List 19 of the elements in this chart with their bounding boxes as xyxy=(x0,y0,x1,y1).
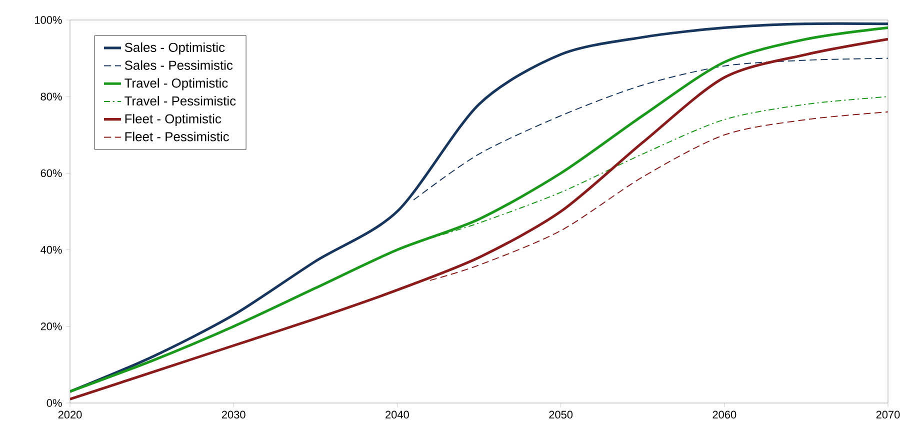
x-tick-label: 2070 xyxy=(876,410,900,419)
legend-label: Fleet - Pessimistic xyxy=(125,132,230,142)
line-series xyxy=(413,58,888,201)
y-tick-label: 60% xyxy=(40,169,62,178)
x-tick-label: 2050 xyxy=(549,410,573,419)
y-tick-label: 80% xyxy=(40,92,62,100)
legend-label: Fleet - Optimistic xyxy=(125,114,222,126)
y-tick-label: 40% xyxy=(40,246,62,254)
y-tick-label: 100% xyxy=(35,16,62,24)
x-tick-label: 2030 xyxy=(222,410,246,419)
x-tick-label: 2060 xyxy=(712,410,736,419)
x-tick-label: 2040 xyxy=(386,410,409,419)
legend-label: Travel - Pessimistic xyxy=(124,96,236,106)
x-tick-label: 2020 xyxy=(58,410,82,419)
y-tick-label: 20% xyxy=(40,322,62,330)
legend-label: Sales - Pessimistic xyxy=(124,60,233,70)
y-tick-label: 0% xyxy=(46,399,62,407)
legend-label: Sales - Optimistic xyxy=(124,42,225,55)
legend-label: Travel - Optimistic xyxy=(124,78,228,90)
